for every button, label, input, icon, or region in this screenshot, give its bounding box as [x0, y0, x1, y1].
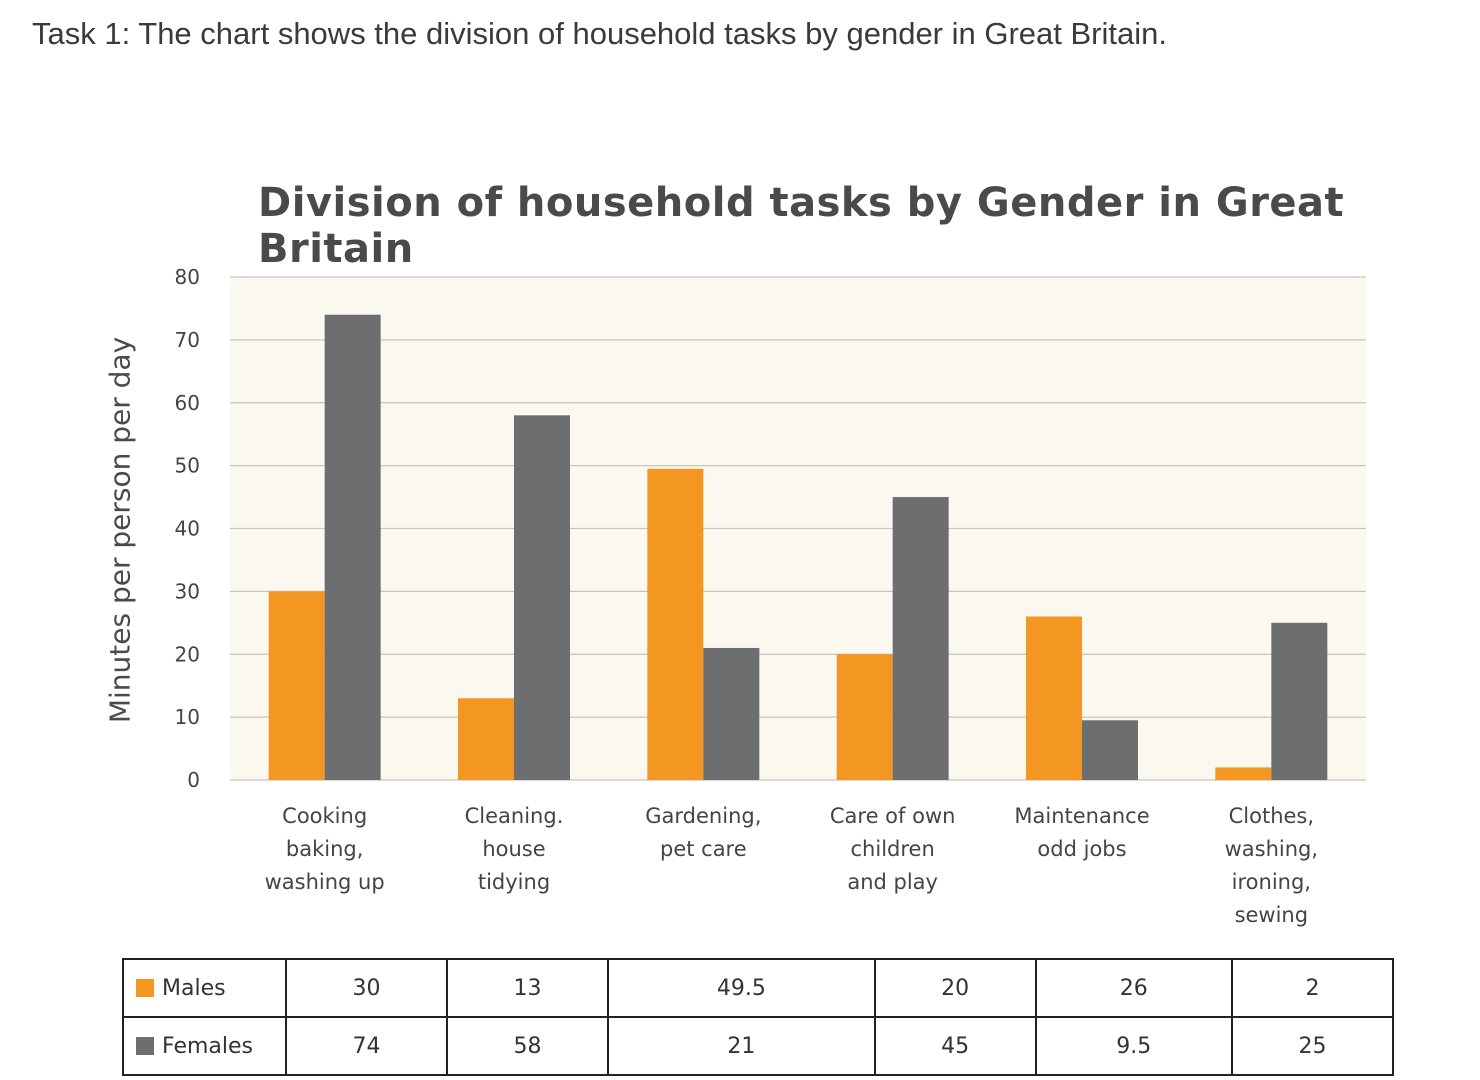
table-cell: 20: [873, 958, 1037, 1018]
table-series-label-males: Males: [122, 958, 287, 1018]
table-row-females: Females 74 58 21 45 9.5 25: [122, 1016, 1395, 1076]
table-cell: 2: [1230, 958, 1395, 1018]
bar-females: [1271, 622, 1328, 780]
bar-females: [324, 314, 381, 780]
females-swatch: [136, 1036, 154, 1055]
x-category-label: Gardening, pet care: [645, 804, 762, 861]
bar-males: [1026, 616, 1082, 780]
bar-females: [892, 497, 949, 780]
table-cell: 13: [446, 958, 610, 1018]
y-tick-label: 70: [175, 328, 200, 352]
table-series-label-females: Females: [122, 1016, 287, 1076]
table-cell: 9.5: [1034, 1016, 1233, 1076]
x-category-label: Care of own children and play: [829, 804, 956, 894]
bar-females: [514, 415, 570, 780]
table-cell: 26: [1034, 958, 1233, 1018]
bar-chart: 0 10 20 30 40 50 60 70 80: [175, 265, 1366, 792]
table-cell: 45: [873, 1016, 1037, 1076]
males-swatch: [136, 978, 154, 997]
x-category-label: Cooking baking, washing up: [264, 804, 385, 894]
table-cell: 21: [607, 1016, 876, 1076]
y-tick-label: 0: [187, 768, 200, 792]
table-cell: 49.5: [607, 958, 876, 1018]
table-cell: 58: [446, 1016, 610, 1076]
bar-males: [647, 468, 704, 780]
data-table: Males 30 13 49.5 20 26 2 Females 74 58 2…: [122, 958, 1395, 1076]
bar-females: [703, 647, 760, 780]
x-category-label: Clothes, washing, ironing, sewing: [1224, 804, 1319, 927]
bar-males: [1215, 767, 1272, 780]
y-tick-label: 30: [175, 579, 200, 603]
females-label: Females: [162, 1033, 254, 1059]
x-category-label: Maintenance odd jobs: [1014, 804, 1150, 861]
table-cell: 74: [284, 1016, 449, 1076]
y-tick-label: 80: [175, 265, 200, 289]
bar-males: [458, 698, 514, 780]
y-tick-label: 40: [175, 517, 200, 541]
table-cell: 25: [1230, 1016, 1395, 1076]
y-tick-label: 10: [175, 705, 200, 729]
table-row-males: Males 30 13 49.5 20 26 2: [122, 958, 1395, 1018]
males-label: Males: [162, 975, 226, 1001]
bar-females: [1082, 720, 1138, 780]
table-cell: 30: [284, 958, 449, 1018]
task-description: Task 1: The chart shows the division of …: [32, 16, 1167, 51]
x-category-label: Cleaning. house tidying: [464, 804, 564, 894]
chart-title: Division of household tasks by Gender in…: [258, 180, 1345, 272]
bar-males: [836, 654, 893, 780]
y-tick-label: 60: [175, 391, 200, 415]
y-tick-label: 50: [175, 454, 200, 478]
bar-males: [268, 591, 325, 780]
y-tick-label: 20: [175, 642, 200, 666]
